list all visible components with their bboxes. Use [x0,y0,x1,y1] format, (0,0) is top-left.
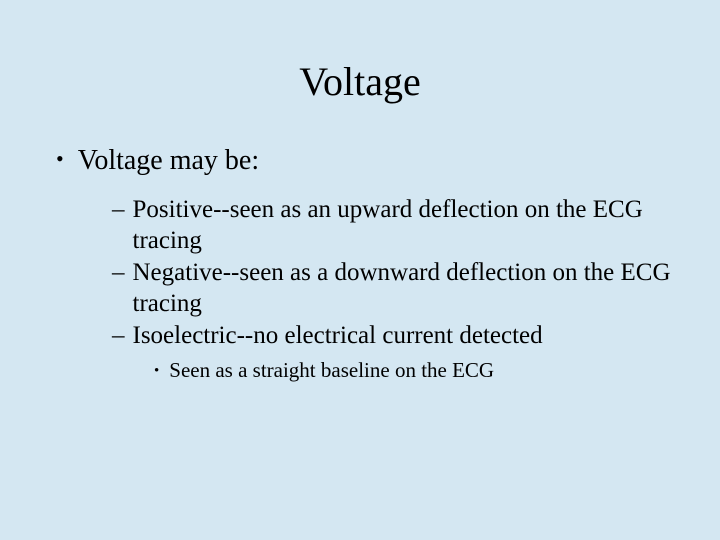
bullet-text: Voltage may be: [78,145,259,177]
bullet-marker: • [154,363,159,380]
bullet-text: Seen as a straight baseline on the ECG [169,358,494,383]
bullet-level3: • Seen as a straight baseline on the ECG [154,358,680,383]
bullet-text: Negative--seen as a downward deflection … [133,258,681,319]
dash-marker: – [112,321,125,352]
bullet-level2: – Negative--seen as a downward deflectio… [112,258,680,319]
slide-content: • Voltage may be: – Positive--seen as an… [0,145,720,383]
dash-marker: – [112,195,125,226]
bullet-level2: – Isoelectric--no electrical current det… [112,321,680,352]
bullet-text: Positive--seen as an upward deflection o… [133,195,681,256]
slide: Voltage • Voltage may be: – Positive--se… [0,0,720,540]
bullet-text: Isoelectric--no electrical current detec… [133,321,681,352]
bullet-level2: – Positive--seen as an upward deflection… [112,195,680,256]
level3-group: • Seen as a straight baseline on the ECG [112,358,680,383]
slide-title: Voltage [0,0,720,145]
bullet-marker: • [56,148,64,170]
level2-group: – Positive--seen as an upward deflection… [56,195,680,383]
dash-marker: – [112,258,125,289]
bullet-level1: • Voltage may be: [56,145,680,177]
